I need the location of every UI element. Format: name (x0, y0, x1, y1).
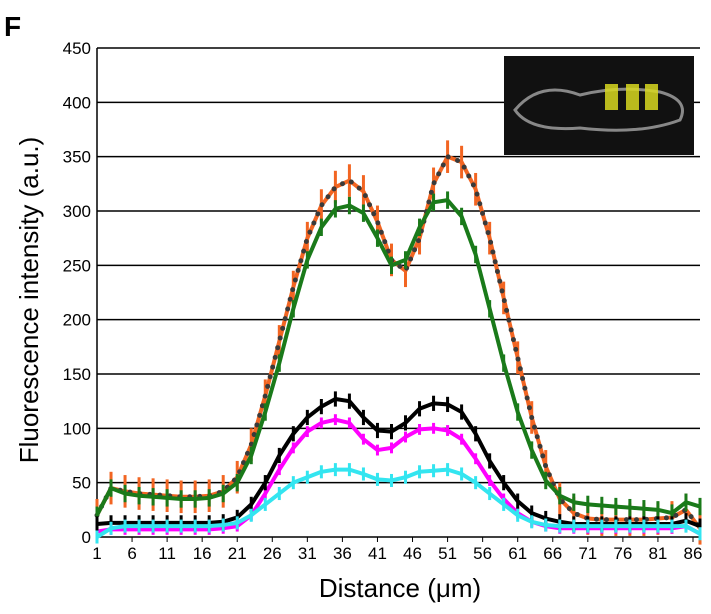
x-tick-label: 76 (613, 544, 632, 563)
x-tick-label: 81 (648, 544, 667, 563)
inset-roi (645, 84, 658, 110)
panel-label: F (4, 11, 21, 42)
x-tick-label: 36 (333, 544, 352, 563)
x-tick-label: 61 (508, 544, 527, 563)
inset-embryo (513, 87, 684, 132)
x-tick-label: 16 (193, 544, 212, 563)
x-tick-label: 86 (684, 544, 703, 563)
y-axis-label: Fluorescence intensity (a.u.) (14, 137, 44, 464)
inset-image (504, 56, 694, 155)
x-tick-label: 46 (403, 544, 422, 563)
series-line (95, 467, 701, 539)
series-dots (94, 153, 703, 531)
series-line (95, 198, 701, 517)
y-tick-label: 250 (63, 256, 91, 275)
y-tick-label: 200 (63, 311, 91, 330)
inset-roi (626, 84, 639, 110)
y-tick-label: 450 (63, 39, 91, 58)
x-tick-label: 66 (543, 544, 562, 563)
x-tick-label: 21 (228, 544, 247, 563)
x-tick-label: 71 (578, 544, 597, 563)
x-tick-label: 6 (127, 544, 136, 563)
inset-background (504, 56, 694, 155)
y-tick-label: 350 (63, 148, 91, 167)
y-tick-label: 300 (63, 202, 91, 221)
x-tick-label: 56 (473, 544, 492, 563)
x-tick-label: 26 (263, 544, 282, 563)
series-line (95, 154, 702, 530)
x-tick-label: 11 (158, 544, 176, 563)
series-line (96, 417, 701, 536)
series-line (96, 396, 701, 528)
inset-roi (605, 84, 618, 110)
y-tick-label: 150 (63, 365, 91, 384)
y-tick-label: 400 (63, 93, 91, 112)
x-tick-label: 41 (368, 544, 387, 563)
x-tick-label: 1 (92, 544, 101, 563)
x-tick-label: 51 (438, 544, 457, 563)
y-tick-label: 100 (63, 419, 91, 438)
x-tick-label: 31 (298, 544, 317, 563)
y-tick-label: 0 (82, 528, 91, 547)
y-tick-label: 50 (72, 474, 91, 493)
x-axis-label: Distance (μm) (319, 573, 481, 603)
